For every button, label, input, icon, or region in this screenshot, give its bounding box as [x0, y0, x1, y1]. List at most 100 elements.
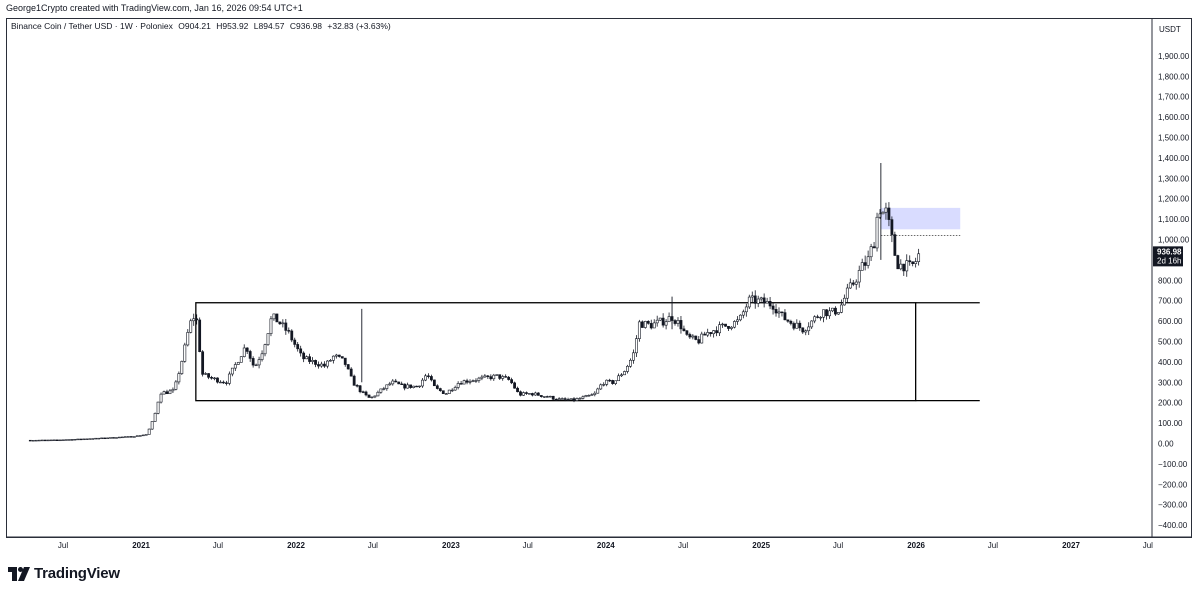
candle-body: [388, 383, 392, 386]
candle-body: [230, 367, 234, 375]
candle-body: [162, 391, 166, 395]
candle-body: [34, 439, 38, 442]
candle-body: [213, 377, 216, 380]
candle-body: [881, 211, 885, 215]
candle-body: [456, 383, 460, 388]
y-tick-label: 600.00: [1158, 317, 1183, 326]
x-tick-label: Jul: [988, 541, 998, 550]
candle-body: [85, 438, 89, 440]
legend-close: C936.98: [289, 21, 323, 31]
candle-body: [563, 398, 567, 400]
candle-body: [854, 281, 858, 285]
candle-body: [492, 374, 496, 380]
range-box: [195, 302, 917, 402]
candle-body: [893, 234, 897, 256]
y-tick-label: 100.00: [1158, 419, 1183, 428]
candle-body: [141, 434, 145, 437]
candle-body: [352, 375, 356, 386]
candle-body: [584, 395, 588, 398]
candle-body: [703, 333, 707, 336]
y-tick-label: 300.00: [1158, 378, 1183, 387]
candle-body: [646, 321, 650, 324]
brand-name: TradingView: [34, 565, 120, 582]
candle-body: [284, 322, 288, 331]
candle-body: [560, 398, 564, 400]
candle-body: [118, 436, 121, 439]
candle-body: [444, 393, 448, 395]
candle-body: [614, 380, 617, 384]
candle-body: [251, 358, 255, 366]
candle-body: [611, 380, 615, 384]
candle-body: [501, 376, 505, 379]
x-tick-label: Jul: [833, 541, 843, 550]
y-tick-label: 500.00: [1158, 338, 1183, 347]
candle-body: [242, 347, 246, 357]
candle-body: [724, 323, 727, 327]
candle-body: [346, 364, 350, 370]
candle-body: [138, 435, 142, 437]
candle-body: [40, 439, 44, 442]
candle-body: [851, 282, 855, 285]
candle-body: [195, 318, 199, 321]
candle-body: [174, 381, 178, 390]
candle-body: [376, 391, 380, 397]
candle-body: [135, 435, 139, 437]
x-tick-label: 2021: [132, 541, 150, 550]
candle-body: [866, 256, 870, 266]
candle-body: [115, 437, 118, 439]
x-tick-label: 2022: [287, 541, 305, 550]
candle-body: [495, 374, 499, 376]
y-tick-label: 1,200.00: [1158, 195, 1190, 204]
candle-body: [741, 311, 745, 316]
candle-body: [97, 437, 101, 440]
y-tick-label: 700.00: [1158, 297, 1183, 306]
candle-body: [343, 357, 347, 365]
candle-body: [486, 375, 490, 377]
candle-body: [842, 297, 846, 306]
candle-body: [70, 439, 74, 441]
candle-body: [780, 311, 784, 314]
candle-body: [667, 316, 671, 323]
candle-body: [917, 253, 921, 262]
candle-body: [813, 316, 817, 322]
candle-body: [498, 374, 502, 379]
candle-body: [691, 335, 695, 338]
candle-body: [626, 365, 629, 372]
y-tick-label: 400.00: [1158, 358, 1183, 367]
candle-body: [150, 421, 154, 430]
candle-body: [91, 438, 95, 440]
candle-body: [542, 396, 546, 398]
candle-body: [266, 333, 270, 345]
candle-body: [623, 371, 626, 376]
candle-body: [245, 347, 249, 352]
candle-body: [857, 270, 861, 283]
candle-body: [522, 392, 525, 396]
candle-body: [112, 437, 115, 439]
candle-body: [370, 396, 374, 399]
y-tick-label: 1,700.00: [1158, 93, 1190, 102]
candle-body: [438, 388, 442, 391]
candle-body: [314, 360, 317, 365]
candle-body: [73, 438, 77, 441]
candle-body: [551, 395, 555, 400]
candle-body: [269, 318, 273, 334]
candle-body: [697, 339, 701, 344]
candle-body: [409, 384, 413, 388]
y-tick-label: 1,100.00: [1158, 215, 1190, 224]
candle-body: [783, 312, 787, 321]
candle-body: [364, 391, 368, 396]
y-tick-label: 1,400.00: [1158, 154, 1190, 163]
candle-body: [513, 382, 516, 389]
candle-body: [121, 436, 124, 439]
candle-body: [326, 360, 329, 367]
candle-body: [415, 385, 418, 388]
candle-body: [599, 384, 603, 390]
candle-body: [554, 398, 558, 401]
candle-body: [709, 332, 713, 335]
candle-body: [453, 387, 457, 391]
candle-body: [394, 380, 398, 383]
candle-body: [869, 246, 873, 258]
candle-body: [694, 335, 698, 340]
candle-body: [738, 314, 742, 321]
